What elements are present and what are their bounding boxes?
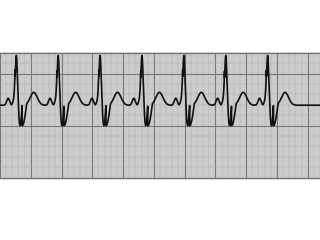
Bar [0, 53, 320, 178]
